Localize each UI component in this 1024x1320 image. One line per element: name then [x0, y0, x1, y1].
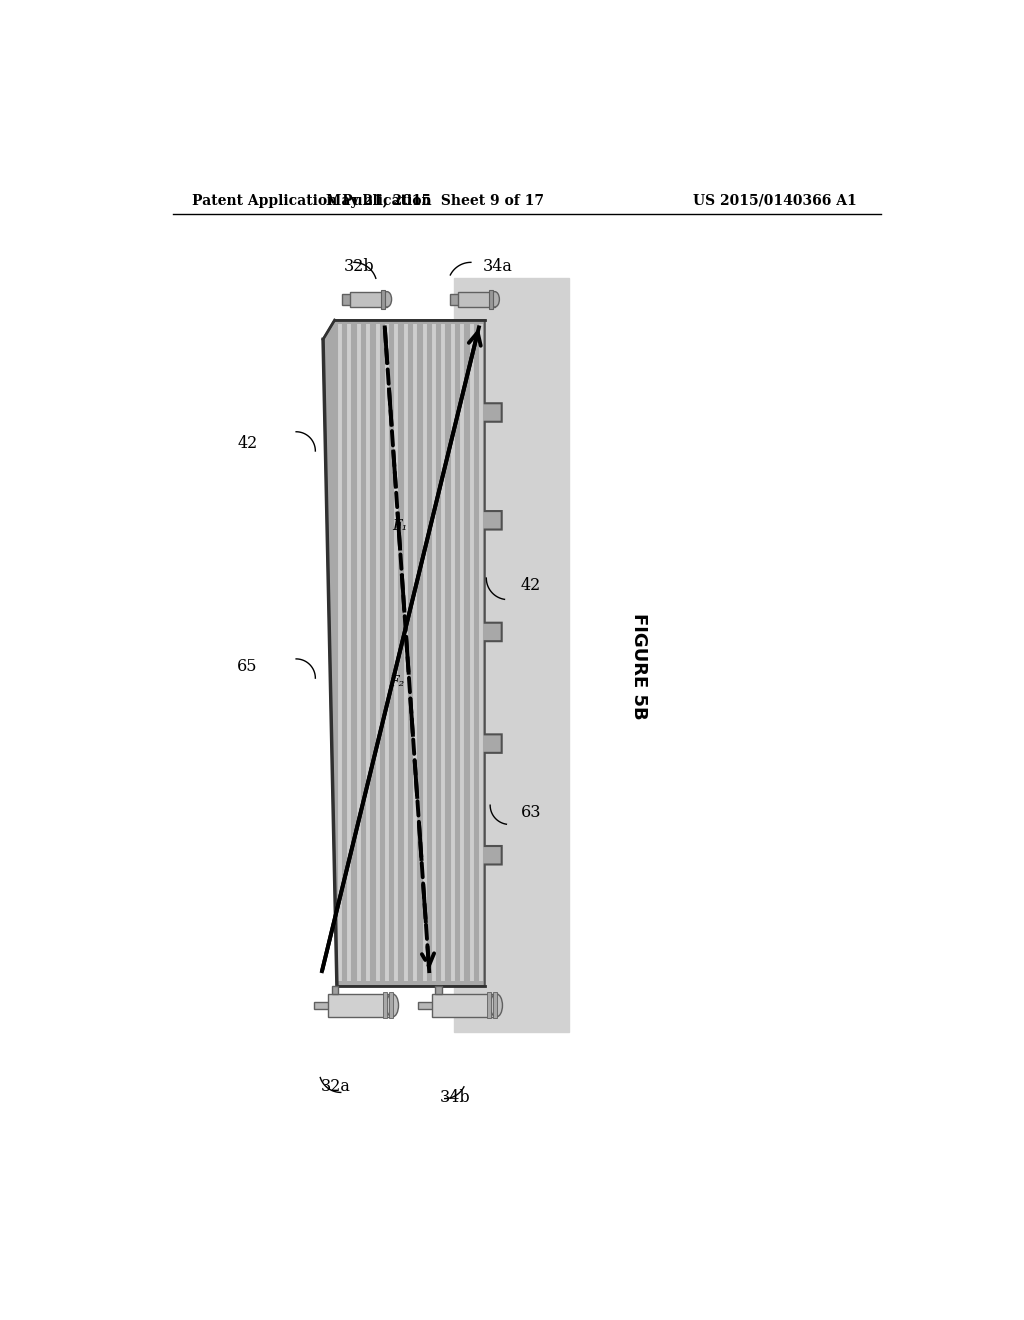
- Polygon shape: [432, 994, 497, 1016]
- Text: May 21, 2015  Sheet 9 of 17: May 21, 2015 Sheet 9 of 17: [326, 194, 544, 207]
- Text: F₂: F₂: [389, 675, 404, 689]
- Polygon shape: [323, 321, 502, 986]
- Polygon shape: [342, 294, 373, 305]
- Text: FIGURE 5B: FIGURE 5B: [630, 614, 648, 719]
- Polygon shape: [458, 292, 495, 308]
- Polygon shape: [418, 1002, 460, 1010]
- Polygon shape: [350, 292, 387, 308]
- Polygon shape: [494, 993, 497, 1019]
- Polygon shape: [435, 986, 441, 994]
- Polygon shape: [332, 986, 338, 994]
- Polygon shape: [451, 294, 481, 305]
- Polygon shape: [329, 994, 392, 1016]
- Polygon shape: [488, 290, 494, 309]
- Text: 32a: 32a: [321, 1077, 350, 1094]
- Polygon shape: [313, 1002, 355, 1010]
- Text: 42: 42: [521, 577, 542, 594]
- Polygon shape: [389, 993, 393, 1019]
- Ellipse shape: [490, 292, 500, 308]
- Text: 34a: 34a: [482, 257, 512, 275]
- Polygon shape: [381, 290, 385, 309]
- Text: 42: 42: [238, 434, 258, 451]
- Text: 32b: 32b: [344, 257, 375, 275]
- Text: 34b: 34b: [440, 1089, 471, 1106]
- Polygon shape: [487, 993, 490, 1019]
- Ellipse shape: [490, 994, 503, 1016]
- Text: US 2015/0140366 A1: US 2015/0140366 A1: [692, 194, 856, 207]
- Ellipse shape: [386, 994, 398, 1016]
- Text: 65: 65: [238, 659, 258, 675]
- Text: Patent Application Publication: Patent Application Publication: [193, 194, 432, 207]
- Polygon shape: [454, 277, 569, 1032]
- Ellipse shape: [382, 292, 391, 308]
- Text: 63: 63: [521, 804, 542, 821]
- Text: F₁: F₁: [392, 520, 408, 533]
- Polygon shape: [383, 993, 387, 1019]
